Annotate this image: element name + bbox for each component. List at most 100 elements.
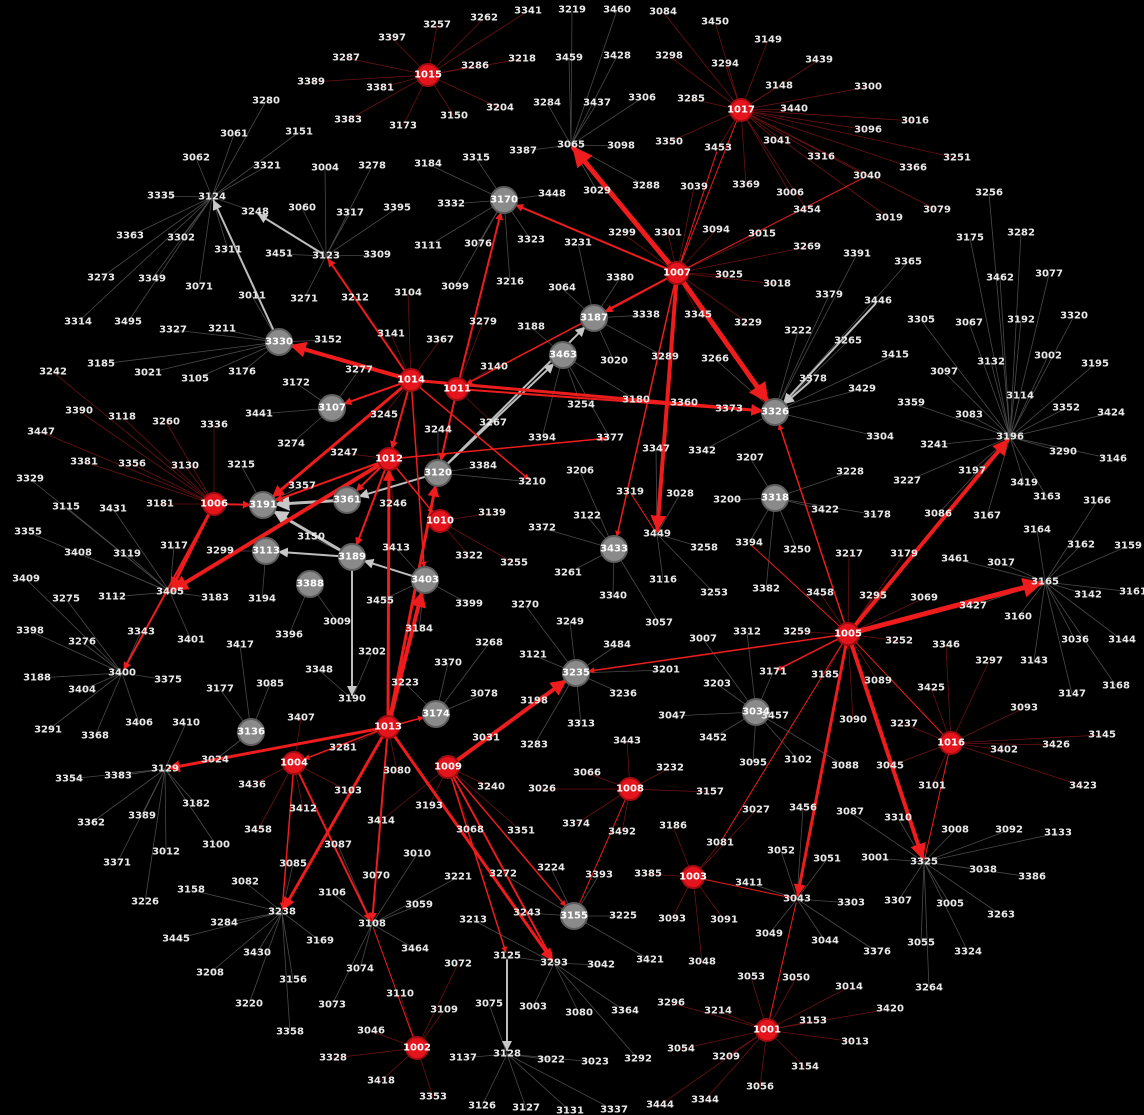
label-3061: 3061: [220, 129, 248, 140]
label-3136: 3136: [237, 727, 265, 738]
node-3034[interactable]: [742, 698, 770, 726]
edge-3007-3034: [702, 638, 757, 713]
edge-3079-1017: [740, 109, 938, 211]
label-3440: 3440: [780, 104, 808, 115]
label-3188b: 3188: [23, 673, 51, 684]
label-3215: 3215: [227, 460, 255, 471]
label-3354: 3354: [55, 774, 83, 785]
node-3170[interactable]: [490, 186, 518, 214]
node-3361[interactable]: [333, 486, 361, 514]
edge-1014-3330: [289, 341, 403, 379]
node-3113[interactable]: [252, 537, 280, 565]
label-3031: 3031: [472, 733, 500, 744]
node-3326[interactable]: [761, 398, 789, 426]
edge-3180-3463: [562, 354, 637, 401]
edge-3132-3196: [990, 361, 1011, 438]
node-1001[interactable]: [755, 1018, 779, 1042]
label-3375: 3375: [154, 675, 182, 686]
node-1007[interactable]: [665, 261, 689, 285]
node-3388[interactable]: [296, 570, 324, 598]
node-3120[interactable]: [424, 459, 452, 487]
label-3268: 3268: [475, 638, 503, 649]
edge-3192-3196: [1009, 319, 1022, 438]
node-3136[interactable]: [237, 718, 265, 746]
edge-3006-1017: [740, 109, 791, 194]
label-3306: 3306: [628, 93, 656, 104]
node-3107[interactable]: [318, 394, 346, 422]
edge-3114-3196: [1009, 395, 1021, 438]
node-3330[interactable]: [265, 328, 293, 356]
node-1006[interactable]: [202, 492, 226, 516]
node-1014[interactable]: [399, 368, 423, 392]
node-3463[interactable]: [549, 341, 577, 369]
label-3116: 3116: [649, 575, 677, 586]
edge-3304-3326: [774, 411, 881, 438]
label-3407: 3407: [287, 713, 315, 724]
edge-1012-3405: [171, 462, 382, 592]
label-3209: 3209: [712, 1052, 740, 1063]
node-3235[interactable]: [562, 659, 590, 687]
node-1003[interactable]: [681, 865, 705, 889]
label-3034: 3034: [742, 707, 770, 718]
label-3154: 3154: [791, 1062, 819, 1073]
edge-1007-3170: [514, 204, 668, 270]
node-1016[interactable]: [939, 731, 963, 755]
node-3318[interactable]: [761, 484, 789, 512]
label-3426: 3426: [1042, 740, 1070, 751]
label-3281: 3281: [329, 743, 357, 754]
label-3156: 3156: [279, 975, 307, 986]
node-1011[interactable]: [445, 377, 469, 401]
node-1010[interactable]: [428, 509, 452, 533]
node-3155[interactable]: [560, 902, 588, 930]
label-3366: 3366: [899, 163, 927, 174]
edge-3284b-3238: [223, 911, 283, 924]
edge-3222-3326: [774, 330, 799, 413]
edge-3213-3293: [472, 919, 555, 964]
label-3026: 3026: [528, 784, 556, 795]
label-3304: 3304: [866, 432, 894, 443]
node-1008[interactable]: [618, 777, 642, 801]
edge-3354-3129: [68, 768, 166, 780]
label-3177: 3177: [206, 684, 234, 695]
edge-3206-3433: [579, 470, 615, 550]
node-1012[interactable]: [377, 447, 401, 471]
node-3187[interactable]: [580, 304, 608, 332]
edge-1001-3043: [768, 902, 797, 1020]
node-3174[interactable]: [422, 700, 450, 728]
edge-3047-3034: [671, 711, 757, 717]
label-3327: 3327: [159, 325, 187, 336]
edge-3287-1015: [345, 57, 429, 76]
label-3067: 3067: [955, 318, 983, 329]
label-3358: 3358: [276, 1027, 304, 1038]
label-3108: 3108: [358, 919, 386, 930]
label-3322: 3322: [455, 551, 483, 562]
node-3433[interactable]: [600, 535, 628, 563]
edge-3248-3124: [211, 196, 256, 213]
label-3159: 3159: [1114, 541, 1142, 552]
node-1009[interactable]: [436, 755, 460, 779]
edge-3351-1009: [447, 766, 522, 832]
edge-3401-3405: [169, 591, 192, 641]
label-3313: 3313: [567, 719, 595, 730]
node-1017[interactable]: [729, 98, 753, 122]
label-3316: 3316: [807, 152, 835, 163]
edge-1014-3403: [411, 390, 427, 568]
label-1003: 1003: [679, 872, 707, 883]
node-1002[interactable]: [405, 1036, 429, 1060]
node-3191[interactable]: [249, 491, 277, 519]
node-1004[interactable]: [282, 751, 306, 775]
edge-1014-1012: [390, 389, 410, 450]
node-1005[interactable]: [836, 622, 860, 646]
label-3188: 3188: [517, 322, 545, 333]
label-3145: 3145: [1088, 730, 1116, 741]
edge-3271-3123: [303, 255, 327, 300]
node-1013[interactable]: [376, 715, 400, 739]
label-3296: 3296: [657, 998, 685, 1009]
label-3263: 3263: [987, 910, 1015, 921]
node-3189[interactable]: [338, 543, 366, 571]
edge-3082-3238: [244, 881, 283, 913]
label-3318: 3318: [761, 493, 789, 504]
edge-3184-3170: [427, 163, 505, 201]
node-1015[interactable]: [416, 63, 440, 87]
node-3403[interactable]: [411, 566, 439, 594]
